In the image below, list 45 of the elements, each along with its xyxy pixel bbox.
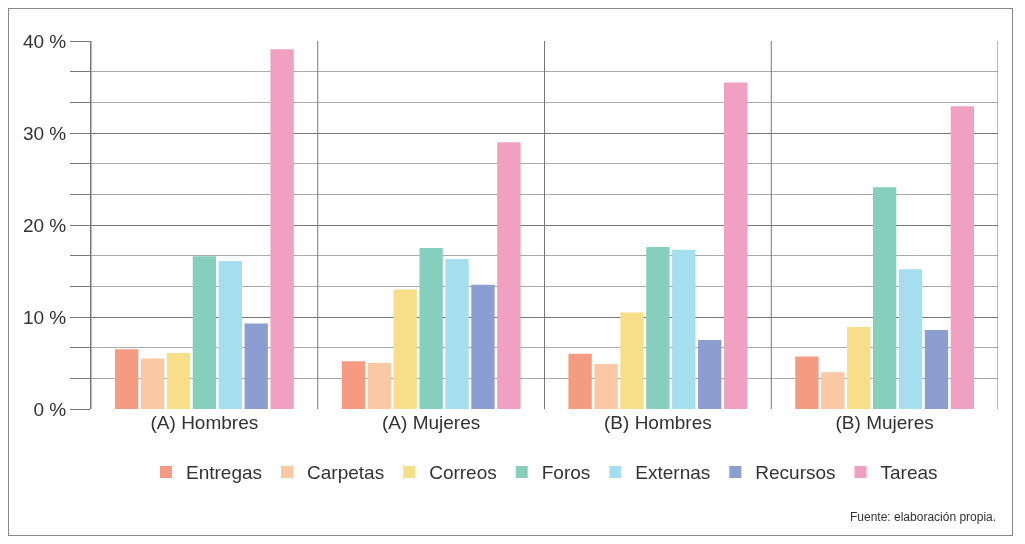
y-tick-label: 30 % [22,122,67,144]
bar [244,323,268,409]
bar [898,269,923,409]
x-tick-label: (B) Mujeres [835,412,934,433]
bar [723,82,748,409]
source-note: Fuente: elaboración propia. [850,510,997,524]
x-tick-label: (A) Hombres [150,412,259,433]
bar [795,356,819,409]
legend-label: Entregas [186,462,263,484]
legend-label: Carpetas [307,462,385,484]
bar [419,248,443,409]
bar [270,49,294,409]
legend-label: Foros [541,462,591,484]
bar [646,247,670,409]
bar [924,329,949,409]
bar [218,260,242,409]
legend-label: Externas [635,462,711,484]
bar [341,361,366,409]
legend-label: Recursos [755,462,836,484]
x-tick-label: (B) Hombres [604,412,712,433]
bar [950,106,975,409]
bar [672,249,696,409]
bar [847,327,871,409]
legend-label: Correos [429,462,497,484]
bar [594,363,618,409]
bar [393,289,417,409]
bar [821,372,845,409]
bar [698,340,722,409]
bar [497,142,521,409]
y-tick-label: 0 % [33,398,67,420]
bar [445,259,469,409]
bar [568,353,592,409]
bar [140,358,165,409]
bar [872,187,897,409]
y-tick-label: 20 % [22,214,67,236]
bar [367,363,391,409]
y-tick-label: 40 % [22,30,67,52]
x-tick-label: (A) Mujeres [382,412,481,433]
bar [114,349,139,409]
y-tick-label: 10 % [22,306,67,328]
bar [620,312,644,409]
bar [471,284,495,409]
legend-label: Tareas [880,462,938,484]
bar [192,256,217,409]
bar [166,352,191,409]
